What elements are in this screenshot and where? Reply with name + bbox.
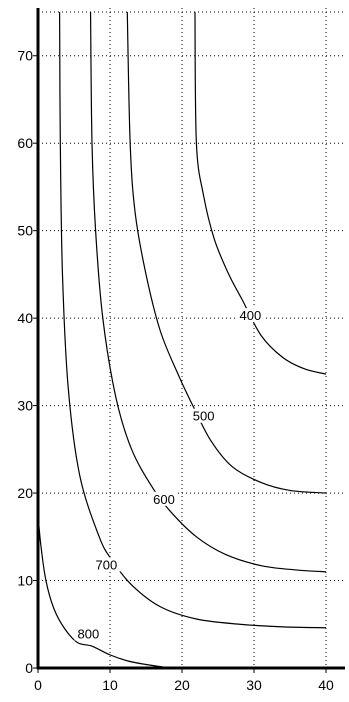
x-tick-label-0: 0 bbox=[34, 677, 42, 693]
contour-label-bg-400 bbox=[236, 308, 265, 323]
grid-layer bbox=[38, 8, 345, 668]
y-tick-label-20: 20 bbox=[17, 485, 33, 501]
y-tick-label-10: 10 bbox=[17, 573, 33, 589]
contour-layer bbox=[37, 11, 327, 668]
label-layer: 400 500 600 700 800 bbox=[74, 308, 265, 642]
contour-label-700: 700 bbox=[96, 557, 118, 572]
contour-line-600 bbox=[89, 11, 327, 573]
y-tick-label-50: 50 bbox=[17, 223, 33, 239]
y-tick-label-40: 40 bbox=[17, 310, 33, 326]
y-tick-label-60: 60 bbox=[17, 135, 33, 151]
contour-label-500: 500 bbox=[193, 409, 215, 424]
contour-label-bg-600 bbox=[150, 491, 178, 506]
contour-label-bg-800 bbox=[74, 626, 103, 641]
y-tick-label-0: 0 bbox=[25, 660, 33, 676]
contour-label-bg-500 bbox=[189, 408, 218, 423]
y-tick-label-30: 30 bbox=[17, 398, 33, 414]
y-tick-label-70: 70 bbox=[17, 48, 33, 64]
x-tick-label-20: 20 bbox=[174, 677, 190, 693]
contour-line-400 bbox=[194, 11, 327, 375]
contour-label-bg-700 bbox=[92, 557, 121, 572]
contour-label-400: 400 bbox=[240, 308, 262, 323]
contour-label-800: 800 bbox=[78, 627, 100, 642]
x-tick-label-30: 30 bbox=[246, 677, 262, 693]
contour-line-800 bbox=[37, 514, 165, 668]
x-tick-label-40: 40 bbox=[318, 677, 334, 693]
x-tick-label-10: 10 bbox=[102, 677, 118, 693]
contour-label-600: 600 bbox=[153, 492, 175, 507]
contour-line-500 bbox=[126, 11, 327, 494]
contour-line-700 bbox=[59, 11, 327, 629]
